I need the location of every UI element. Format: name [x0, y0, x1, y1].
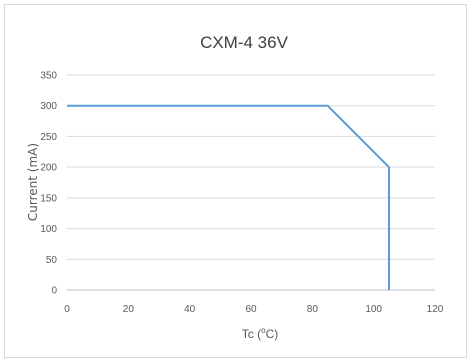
y-tick-label: 350	[40, 71, 57, 82]
y-tick-label: 300	[40, 101, 57, 112]
x-axis-label-end: C)	[266, 327, 279, 341]
y-tick-labels: 0 50 100 150 200 250 300 350	[40, 71, 57, 297]
y-tick-label: 200	[40, 163, 57, 174]
x-tick-label: 80	[307, 304, 319, 315]
x-tick-label: 40	[184, 304, 196, 315]
series-line	[67, 104, 390, 290]
x-axis-label: Tc (oC)	[242, 326, 278, 341]
x-tick-labels: 0 20 40 60 80 100 120	[64, 304, 444, 315]
y-tick-label: 150	[40, 193, 57, 204]
x-tick-label: 100	[365, 304, 382, 315]
chart-title: CXM-4 36V	[200, 33, 289, 52]
x-tick-label: 20	[123, 304, 135, 315]
y-axis-label: Current (mA)	[26, 143, 40, 221]
y-tick-label: 250	[40, 132, 57, 143]
x-axis-label-superscript: o	[261, 326, 266, 335]
y-tick-label: 50	[46, 255, 58, 266]
x-tick-label: 120	[427, 304, 444, 315]
y-tick-label: 100	[40, 224, 57, 235]
y-tick-label: 0	[51, 286, 57, 297]
x-tick-label: 0	[64, 304, 70, 315]
x-tick-label: 60	[245, 304, 257, 315]
x-axis-label-main: Tc (	[242, 327, 261, 341]
grid	[67, 74, 435, 260]
